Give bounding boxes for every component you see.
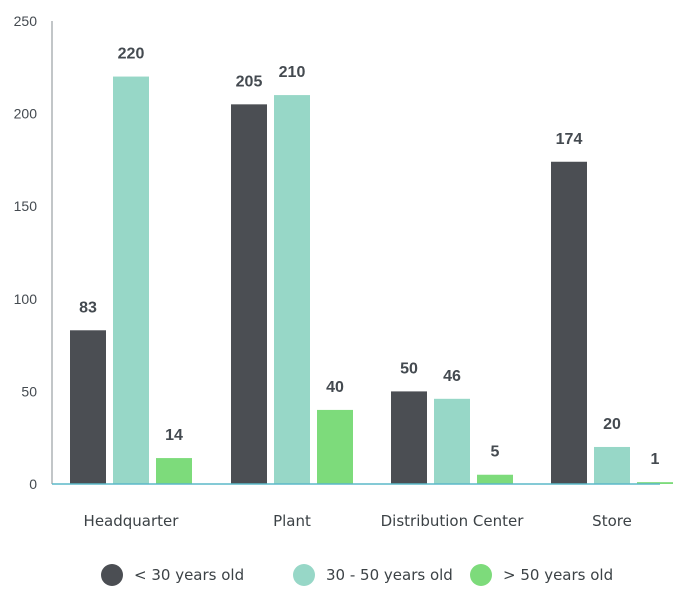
- bar: [317, 409, 353, 484]
- legend-label: 30 - 50 years old: [326, 566, 453, 584]
- bar: [391, 391, 427, 484]
- category-label: Store: [592, 512, 632, 530]
- data-label: 83: [79, 299, 97, 316]
- data-label: 205: [236, 73, 263, 90]
- category-label: Distribution Center: [381, 512, 525, 530]
- y-tick-label: 100: [14, 291, 38, 307]
- legend: < 30 years old 30 - 50 years old > 50 year…: [101, 564, 613, 586]
- bar: [594, 446, 630, 484]
- data-label: 1: [651, 451, 660, 468]
- bar: [477, 474, 513, 484]
- y-axis: 0 50 100 150 200 250: [14, 13, 53, 492]
- y-tick-label: 0: [29, 476, 37, 492]
- bar: [434, 398, 470, 484]
- y-tick-label: 200: [14, 106, 38, 122]
- x-axis: Headquarter Plant Distribution Center Store: [52, 483, 660, 530]
- legend-swatch: [470, 564, 492, 586]
- y-tick-label: 250: [14, 13, 38, 29]
- y-tick-label: 50: [21, 383, 37, 399]
- data-label: 20: [603, 416, 621, 433]
- bar: [637, 482, 673, 484]
- legend-swatch: [101, 564, 123, 586]
- data-label: 40: [326, 379, 344, 396]
- bar: [551, 161, 587, 484]
- legend-label: > 50 years old: [503, 566, 613, 584]
- bar: [274, 95, 310, 484]
- data-label: 5: [491, 444, 500, 461]
- data-label: 14: [165, 427, 183, 444]
- category-label: Headquarter: [84, 512, 180, 530]
- data-labels: 83 220 14 205 210 40 50 46 5 174 20 1: [79, 46, 659, 469]
- legend-label: < 30 years old: [134, 566, 244, 584]
- bar: [231, 104, 267, 484]
- category-label: Plant: [273, 512, 311, 530]
- data-label: 220: [118, 46, 145, 63]
- y-tick-label: 150: [14, 198, 38, 214]
- data-label: 174: [556, 131, 583, 148]
- data-label: 210: [279, 64, 306, 81]
- bar: [70, 330, 106, 484]
- data-label: 46: [443, 368, 461, 385]
- legend-swatch: [293, 564, 315, 586]
- data-label: 50: [400, 360, 418, 377]
- bar: [156, 458, 192, 484]
- bar: [113, 76, 149, 484]
- bars: [70, 76, 673, 484]
